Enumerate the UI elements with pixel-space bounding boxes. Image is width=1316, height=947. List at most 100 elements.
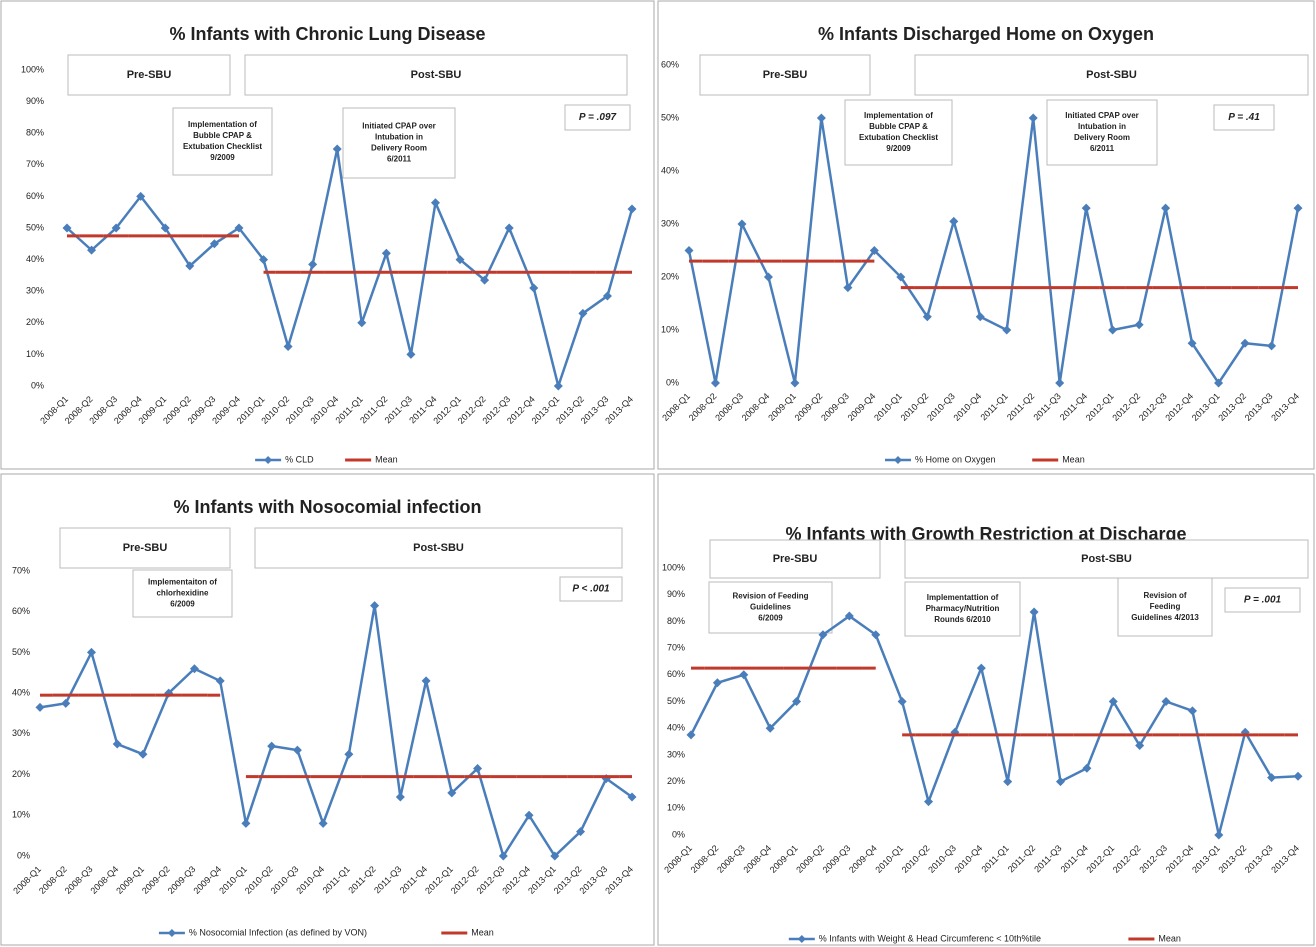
legend-label: Mean — [1158, 933, 1181, 943]
period-label: Pre-SBU — [127, 69, 172, 81]
data-point — [712, 678, 722, 688]
data-point — [1029, 607, 1039, 617]
data-point — [1267, 773, 1277, 783]
data-point — [1003, 777, 1013, 787]
data-line — [689, 611, 1299, 836]
annotation-text: Revision of Feeding — [732, 592, 808, 601]
annotation-box — [708, 581, 833, 634]
data-point — [975, 312, 985, 322]
y-tick-label: 20% — [12, 769, 30, 779]
data-point — [185, 261, 195, 271]
y-tick-label: 40% — [26, 254, 44, 264]
p-value: P = .41 — [1228, 112, 1260, 123]
data-point — [267, 741, 277, 751]
y-tick-label: 10% — [667, 803, 685, 813]
annotation-text: 6/2009 — [758, 614, 783, 623]
y-tick-label: 20% — [667, 776, 685, 786]
annotation-text: Extubation Checklist — [183, 142, 262, 151]
y-tick-label: 0% — [666, 377, 679, 387]
data-point — [160, 223, 170, 233]
annotation-box — [904, 581, 1021, 637]
period-box — [699, 54, 871, 96]
data-point — [35, 702, 45, 712]
period-box — [914, 54, 1309, 96]
data-point — [1081, 203, 1091, 213]
period-label: Pre-SBU — [763, 69, 808, 81]
y-tick-label: 30% — [12, 728, 30, 738]
y-tick-label: 40% — [12, 688, 30, 698]
data-point — [1161, 697, 1171, 706]
data-point — [136, 191, 146, 201]
p-value-box — [1213, 104, 1275, 131]
annotation-box — [1046, 99, 1158, 166]
data-point — [1108, 697, 1118, 706]
data-point — [259, 255, 269, 265]
data-point — [421, 676, 431, 686]
legend-label: Mean — [1062, 454, 1085, 464]
annotation-text: 6/2011 — [1090, 144, 1115, 153]
data-point — [843, 283, 853, 293]
data-point — [61, 698, 71, 708]
y-tick-label: 100% — [21, 64, 44, 74]
y-tick-label: 40% — [661, 165, 679, 175]
period-box — [904, 539, 1309, 579]
data-point — [447, 788, 457, 798]
y-tick-label: 50% — [12, 647, 30, 657]
data-point — [112, 739, 122, 749]
period-label: Pre-SBU — [773, 553, 818, 565]
y-tick-label: 0% — [672, 829, 685, 839]
data-point — [550, 851, 560, 861]
annotation-text: 9/2009 — [210, 153, 235, 162]
data-point — [553, 381, 563, 391]
period-box — [59, 527, 231, 569]
legend-marker — [797, 935, 806, 943]
chart-panel: % Infants Discharged Home on Oxygen Pre-S… — [657, 0, 1315, 470]
period-label: Post-SBU — [413, 542, 464, 554]
annotation-text: Bubble CPAP & — [869, 122, 928, 131]
data-point — [1134, 320, 1144, 330]
annotation-text: Initiated CPAP over — [362, 122, 436, 131]
chart-title: % Infants Discharged Home on Oxygen — [818, 24, 1154, 44]
data-point — [215, 676, 225, 686]
legend: % Home on Oxygen Mean — [885, 454, 1085, 464]
legend-label: % Nosocomial Infection (as defined by VO… — [189, 927, 367, 937]
annotation-box — [844, 99, 953, 166]
data-point — [406, 349, 416, 359]
data-point — [1214, 378, 1224, 388]
data-point — [455, 255, 465, 265]
data-point — [318, 818, 328, 828]
annotation-text: 6/2011 — [387, 155, 412, 164]
y-tick-label: 20% — [26, 317, 44, 327]
data-point — [529, 283, 539, 293]
data-point — [62, 223, 72, 233]
data-point — [138, 749, 148, 759]
data-point — [737, 219, 747, 229]
data-point — [765, 723, 775, 733]
data-point — [578, 308, 588, 318]
y-tick-label: 70% — [26, 159, 44, 169]
legend-label: Mean — [375, 454, 398, 464]
data-point — [684, 246, 694, 255]
annotation-text: Delivery Room — [371, 144, 427, 153]
p-value: P = .001 — [1244, 595, 1282, 606]
data-point — [871, 630, 881, 640]
y-tick-label: 80% — [667, 616, 685, 626]
annotation-text: Pharmacy/Nutrition — [926, 604, 1000, 613]
y-tick-label: 10% — [661, 324, 679, 334]
chart-title: % Infants with Growth Restriction at Dis… — [785, 524, 1186, 544]
y-tick-label: 30% — [667, 749, 685, 759]
annotation-box — [342, 107, 456, 179]
data-point — [763, 272, 773, 282]
period-box — [67, 54, 231, 96]
y-tick-label: 80% — [26, 128, 44, 138]
data-point — [1267, 341, 1277, 351]
annotation-text: Extubation Checklist — [859, 133, 938, 142]
y-tick-label: 60% — [667, 669, 685, 679]
legend: % CLD Mean — [255, 454, 398, 464]
data-point — [601, 774, 611, 784]
y-tick-label: 50% — [661, 112, 679, 122]
data-point — [234, 223, 244, 233]
annotation-text: Implementaiton of — [148, 578, 217, 587]
y-tick-label: 0% — [17, 850, 30, 860]
data-point — [1161, 203, 1171, 213]
